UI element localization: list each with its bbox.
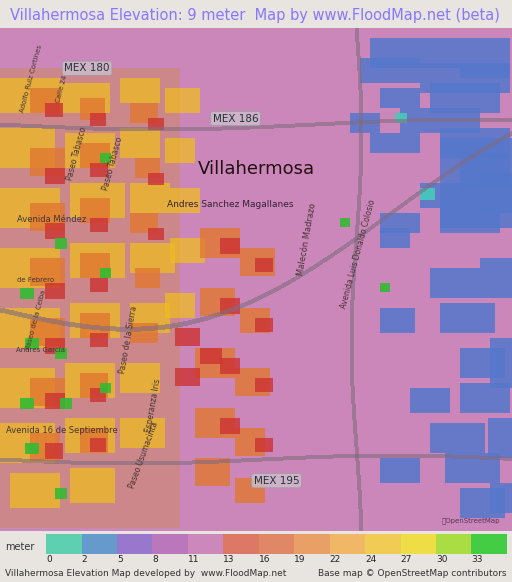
Text: 🔍OpenStreetMap: 🔍OpenStreetMap bbox=[442, 517, 500, 524]
Text: MEX 195: MEX 195 bbox=[253, 475, 300, 486]
Text: 22: 22 bbox=[330, 555, 341, 565]
Text: Avenida Luis Donaldo Colosio: Avenida Luis Donaldo Colosio bbox=[339, 199, 377, 310]
Text: 8: 8 bbox=[153, 555, 158, 565]
Bar bbox=[188, 534, 223, 553]
Text: meter: meter bbox=[5, 542, 34, 552]
Text: 33: 33 bbox=[472, 555, 483, 565]
Text: MEX 186: MEX 186 bbox=[212, 113, 259, 123]
Text: 13: 13 bbox=[223, 555, 235, 565]
Text: Andres García: Andres García bbox=[16, 347, 66, 353]
Bar bbox=[294, 534, 330, 553]
Bar bbox=[153, 534, 188, 553]
Text: 11: 11 bbox=[188, 555, 199, 565]
Text: Villahermosa Elevation: 9 meter  Map by www.FloodMap.net (beta): Villahermosa Elevation: 9 meter Map by w… bbox=[10, 8, 500, 23]
Text: Paseo de la Ceiba: Paseo de la Ceiba bbox=[25, 289, 47, 350]
Bar bbox=[436, 534, 472, 553]
Text: Avenida Méndez: Avenida Méndez bbox=[16, 215, 86, 223]
Text: 16: 16 bbox=[259, 555, 270, 565]
Bar bbox=[400, 534, 436, 553]
Text: Paseo Tabasco: Paseo Tabasco bbox=[101, 136, 124, 191]
Bar bbox=[81, 534, 117, 553]
Text: Avenida 16 de Septiembre: Avenida 16 de Septiembre bbox=[6, 426, 117, 435]
Text: 5: 5 bbox=[117, 555, 123, 565]
Text: 24: 24 bbox=[365, 555, 376, 565]
Bar bbox=[259, 534, 294, 553]
Bar bbox=[117, 534, 153, 553]
Bar bbox=[223, 534, 259, 553]
Text: 27: 27 bbox=[400, 555, 412, 565]
Text: Esperanza Iris: Esperanza Iris bbox=[144, 378, 163, 432]
Text: de Febrero: de Febrero bbox=[17, 276, 54, 282]
Text: 2: 2 bbox=[81, 555, 87, 565]
Text: 0: 0 bbox=[46, 555, 52, 565]
Bar bbox=[330, 534, 365, 553]
Bar bbox=[46, 534, 81, 553]
Bar bbox=[472, 534, 507, 553]
Text: Paseo Usumacinta: Paseo Usumacinta bbox=[127, 421, 160, 490]
Text: Adolfo Ruiz Cortines: Adolfo Ruiz Cortines bbox=[19, 44, 42, 113]
Text: Andres Sanchez Magallanes: Andres Sanchez Magallanes bbox=[167, 200, 294, 208]
Text: Paseo Tabasco: Paseo Tabasco bbox=[66, 126, 88, 182]
Text: Villahermosa Elevation Map developed by  www.FloodMap.net: Villahermosa Elevation Map developed by … bbox=[5, 570, 287, 579]
Text: 30: 30 bbox=[436, 555, 447, 565]
Text: Malecón Madrazo: Malecón Madrazo bbox=[296, 202, 318, 276]
Text: Villahermosa: Villahermosa bbox=[198, 160, 314, 178]
Text: Paseo de la Sierra: Paseo de la Sierra bbox=[118, 306, 138, 374]
Bar bbox=[365, 534, 400, 553]
Text: 19: 19 bbox=[294, 555, 306, 565]
Text: Base map © OpenStreetMap contributors: Base map © OpenStreetMap contributors bbox=[318, 570, 507, 579]
Text: Calle 24: Calle 24 bbox=[55, 74, 68, 103]
Text: MEX 180: MEX 180 bbox=[65, 63, 110, 73]
